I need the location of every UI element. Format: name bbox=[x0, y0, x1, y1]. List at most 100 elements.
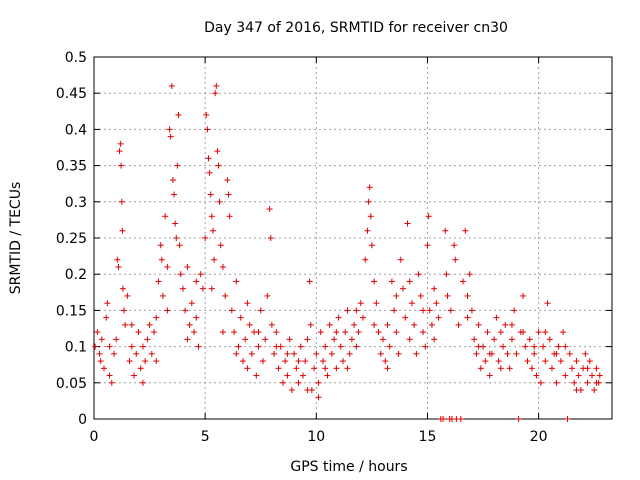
data-point bbox=[264, 292, 271, 299]
data-point bbox=[257, 307, 264, 314]
data-point bbox=[542, 329, 549, 336]
data-point bbox=[540, 343, 547, 350]
data-point bbox=[584, 379, 591, 386]
data-point bbox=[460, 278, 467, 285]
data-point bbox=[195, 343, 202, 350]
data-point bbox=[384, 321, 391, 328]
data-point bbox=[225, 191, 232, 198]
data-point bbox=[307, 321, 314, 328]
data-point bbox=[457, 416, 464, 422]
data-point bbox=[267, 235, 274, 241]
data-point bbox=[304, 387, 311, 394]
data-point bbox=[202, 235, 209, 241]
data-point bbox=[168, 82, 175, 89]
data-point bbox=[544, 300, 551, 307]
data-point bbox=[346, 350, 353, 357]
data-point bbox=[522, 343, 529, 350]
y-tick-label: 0 bbox=[78, 412, 87, 428]
data-point bbox=[326, 321, 333, 328]
data-point bbox=[94, 329, 101, 336]
data-point bbox=[562, 372, 569, 379]
data-point bbox=[564, 416, 571, 422]
data-point bbox=[468, 307, 475, 314]
data-point bbox=[286, 336, 293, 343]
data-point bbox=[186, 321, 193, 328]
data-point bbox=[455, 321, 462, 328]
data-point bbox=[520, 292, 527, 299]
data-point bbox=[203, 111, 210, 118]
data-point bbox=[440, 416, 447, 422]
data-point bbox=[591, 387, 598, 394]
data-point bbox=[146, 321, 153, 328]
data-point bbox=[506, 365, 513, 372]
x-tick-label: 15 bbox=[419, 429, 437, 445]
data-point bbox=[548, 365, 555, 372]
data-point bbox=[406, 278, 413, 285]
data-point bbox=[139, 343, 146, 350]
data-point bbox=[495, 358, 502, 365]
data-point bbox=[96, 350, 103, 357]
data-point bbox=[317, 329, 324, 336]
data-point bbox=[164, 263, 171, 270]
data-point bbox=[97, 358, 104, 365]
x-tick-label: 0 bbox=[90, 429, 99, 445]
tick-labels: 0 0.05 0.1 0.15 0.2 0.25 0.3 0.35 0.4 0.45 0.5 0 5 10… bbox=[56, 50, 548, 445]
data-point bbox=[406, 336, 413, 343]
data-point bbox=[491, 336, 498, 343]
data-point bbox=[380, 336, 387, 343]
y-tick-label: 0.25 bbox=[56, 231, 87, 247]
data-point bbox=[475, 321, 482, 328]
data-point bbox=[215, 162, 222, 169]
data-point bbox=[524, 358, 531, 365]
data-point bbox=[172, 220, 179, 227]
data-point bbox=[393, 292, 400, 299]
data-point bbox=[182, 307, 189, 314]
data-point bbox=[179, 285, 186, 292]
data-point bbox=[393, 329, 400, 336]
data-point bbox=[395, 350, 402, 357]
data-point bbox=[573, 387, 580, 394]
data-point bbox=[367, 213, 374, 220]
y-tick-label: 0.4 bbox=[65, 122, 87, 138]
data-point bbox=[562, 343, 569, 350]
y-axis-title: SRMTID / TECUs bbox=[8, 182, 24, 295]
data-point bbox=[191, 329, 198, 336]
data-point bbox=[297, 343, 304, 350]
data-point bbox=[324, 372, 331, 379]
data-point bbox=[384, 365, 391, 372]
data-point bbox=[121, 307, 128, 314]
data-point bbox=[101, 365, 108, 372]
data-point bbox=[366, 184, 373, 191]
data-point bbox=[151, 329, 158, 336]
data-point bbox=[103, 314, 110, 321]
data-point bbox=[119, 285, 126, 292]
data-point bbox=[508, 336, 515, 343]
data-point bbox=[157, 242, 164, 249]
data-point bbox=[193, 278, 200, 285]
data-point bbox=[348, 336, 355, 343]
data-point bbox=[219, 263, 226, 270]
data-point bbox=[533, 372, 540, 379]
data-point bbox=[368, 242, 375, 249]
data-point bbox=[153, 358, 160, 365]
data-point bbox=[284, 350, 291, 357]
data-point bbox=[335, 314, 342, 321]
data-point bbox=[128, 343, 135, 350]
data-point bbox=[282, 358, 289, 365]
data-point bbox=[442, 227, 449, 234]
data-point bbox=[104, 300, 111, 307]
data-point bbox=[386, 343, 393, 350]
data-point bbox=[515, 416, 522, 422]
data-point bbox=[271, 350, 278, 357]
data-point bbox=[117, 140, 124, 147]
data-point bbox=[391, 307, 398, 314]
data-point bbox=[322, 365, 329, 372]
data-point bbox=[315, 394, 322, 401]
data-point bbox=[106, 343, 113, 350]
data-point bbox=[217, 242, 224, 249]
data-point bbox=[177, 271, 184, 278]
data-point bbox=[164, 307, 171, 314]
data-point bbox=[188, 300, 195, 307]
data-point bbox=[328, 350, 335, 357]
data-point bbox=[92, 343, 99, 350]
